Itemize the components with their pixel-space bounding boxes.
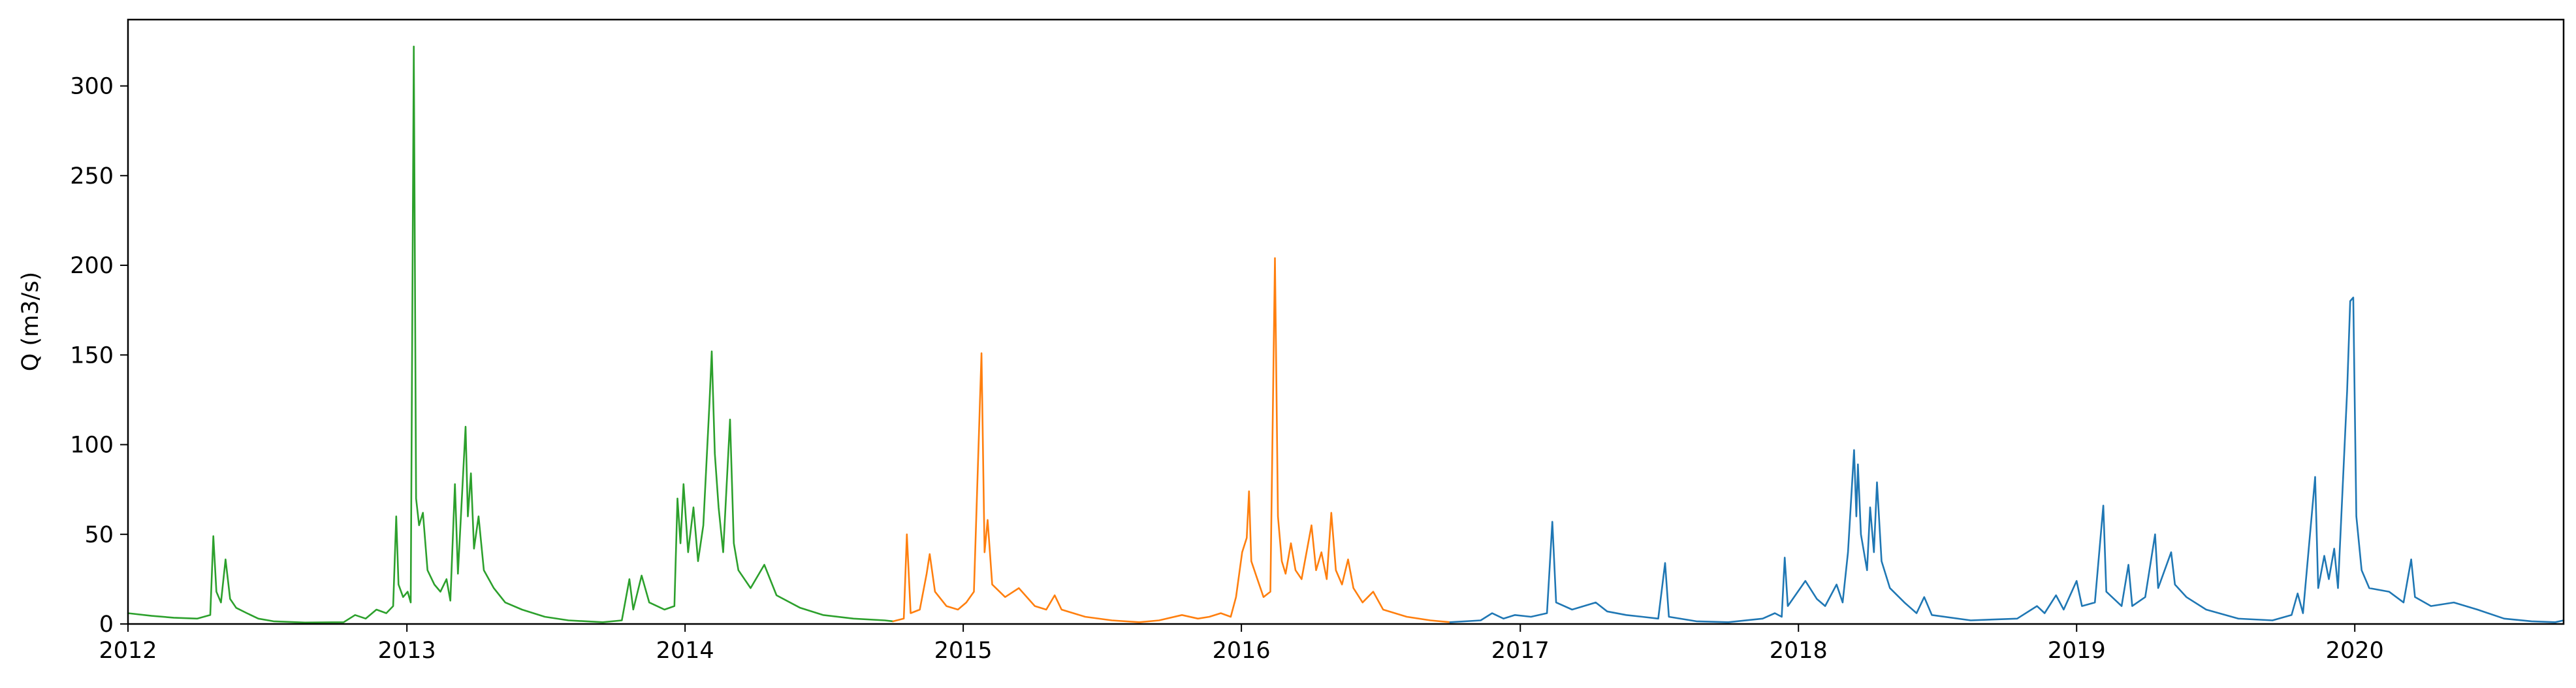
x-tick-label: 2017 — [1491, 638, 1550, 664]
series-line-2 — [892, 257, 1452, 623]
y-tick-label: 100 — [70, 433, 114, 459]
x-tick-label: 2016 — [1213, 638, 1271, 664]
y-tick-label: 300 — [70, 74, 114, 100]
y-tick-label: 0 — [99, 612, 114, 638]
y-axis-label: Q (m3/s) — [18, 272, 44, 371]
x-tick-label: 2019 — [2048, 638, 2106, 664]
x-tick-label: 2014 — [656, 638, 714, 664]
y-axis: 0 50 100 150 200 250 300 — [70, 74, 128, 638]
plot-frame — [127, 18, 2565, 625]
x-tick-label: 2012 — [99, 638, 157, 664]
x-tick-label: 2015 — [934, 638, 993, 664]
y-tick-label: 200 — [70, 253, 114, 279]
x-tick-label: 2020 — [2326, 638, 2384, 664]
x-tick-label: 2018 — [1770, 638, 1828, 664]
x-axis: 2012 2013 2014 2015 2016 2017 2018 2019 2020 — [99, 624, 2384, 664]
series-line-1 — [127, 45, 895, 624]
series-layer — [127, 45, 2565, 624]
y-tick-label: 150 — [70, 342, 114, 369]
series-line-3 — [1449, 297, 2565, 623]
y-tick-label: 50 — [84, 522, 114, 548]
x-tick-label: 2013 — [378, 638, 436, 664]
y-tick-label: 250 — [70, 163, 114, 189]
